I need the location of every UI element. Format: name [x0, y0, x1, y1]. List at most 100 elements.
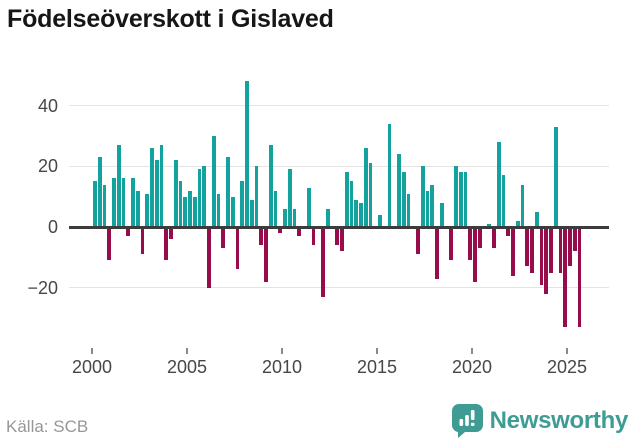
bar-2010-q1 — [283, 208, 287, 227]
x-axis-label: 2025 — [546, 357, 588, 377]
plot-area: 40 20 0 −20 2000 2005 2010 2015 2020 2025 — [0, 60, 631, 390]
bar-2013-q2 — [344, 172, 349, 227]
bar-2022-q3 — [520, 184, 525, 227]
bar-2010-q4 — [297, 227, 302, 237]
x-tick-2020 — [471, 348, 473, 354]
bar-2019-q2 — [458, 172, 463, 227]
bar-2008-q4 — [259, 227, 264, 246]
bar-2012-q1 — [321, 227, 325, 297]
bar-2006-q2 — [211, 135, 216, 227]
bar-2014-q2 — [363, 148, 368, 227]
bar-2018-q4 — [449, 227, 454, 261]
bar-2007-q1 — [226, 157, 230, 227]
bar-2005-q2 — [192, 196, 197, 227]
bar-2002-q1 — [131, 178, 135, 227]
bar-2018-q2 — [439, 202, 444, 227]
bar-2022-q4 — [525, 227, 530, 267]
bar-2016-q2 — [401, 172, 406, 227]
bar-2019-q3 — [463, 172, 468, 227]
bar-2008-q1 — [245, 81, 249, 227]
x-axis-label: 2015 — [356, 357, 398, 377]
bar-2011-q3 — [311, 227, 316, 246]
bar-2000-q2 — [97, 157, 102, 227]
y-axis-label: 0 — [47, 217, 58, 237]
x-axis-label: 2000 — [71, 357, 113, 377]
bar-2001-q3 — [121, 178, 126, 227]
bar-2021-q3 — [501, 175, 506, 227]
x-axis-zero-line — [69, 225, 609, 229]
bar-2002-q4 — [145, 193, 150, 227]
bar-2021-q4 — [506, 227, 511, 237]
bar-2004-q1 — [169, 227, 173, 240]
x-tick-2005 — [186, 348, 188, 354]
bar-2017-q3 — [425, 190, 430, 227]
newsworthy-wordmark: Newsworthy — [489, 406, 629, 434]
x-axis-label: 2020 — [451, 357, 493, 377]
bar-2020-q2 — [477, 227, 482, 249]
bar-2006-q3 — [216, 193, 221, 227]
bar-2017-q4 — [430, 184, 435, 227]
bar-2024-q3 — [558, 227, 563, 273]
bar-2025-q3 — [577, 227, 582, 328]
bar-2015-q1 — [378, 214, 382, 227]
bar-2017-q2 — [420, 166, 425, 227]
bar-2012-q2 — [325, 208, 330, 227]
y-axis-label: −20 — [27, 277, 58, 298]
bar-2004-q4 — [183, 196, 188, 227]
bar-2025-q2 — [572, 227, 577, 252]
bar-2002-q2 — [135, 190, 140, 227]
bar-2016-q3 — [406, 193, 411, 227]
chart-title: Födelseöverskott i Gislaved — [7, 5, 334, 33]
bar-2007-q3 — [235, 227, 240, 270]
bar-2001-q2 — [116, 145, 121, 227]
bar-2021-q1 — [492, 227, 496, 249]
bar-2007-q4 — [240, 181, 245, 227]
y-axis-label: 40 — [37, 95, 58, 116]
bar-2006-q4 — [221, 227, 226, 249]
source-label: Källa: SCB — [6, 417, 89, 436]
bar-2016-q1 — [397, 154, 401, 227]
bar-2017-q1 — [416, 227, 420, 255]
bar-2010-q3 — [292, 208, 297, 227]
x-tick-2010 — [281, 348, 283, 354]
bar-2014-q3 — [368, 163, 373, 227]
bar-2004-q2 — [173, 160, 178, 227]
bar-2023-q2 — [534, 211, 539, 227]
bar-2005-q3 — [197, 169, 202, 227]
bar-2003-q4 — [164, 227, 169, 261]
bar-2003-q1 — [150, 148, 154, 227]
bar-2024-q1 — [549, 227, 553, 273]
bar-2005-q1 — [188, 190, 192, 227]
newsworthy-logo: Newsworthy — [451, 402, 629, 439]
gridline-y-40 — [69, 105, 609, 107]
gridline-y-20 — [69, 165, 609, 167]
x-tick-2000 — [91, 348, 93, 354]
bar-2003-q3 — [159, 145, 164, 227]
bar-2009-q4 — [278, 227, 283, 234]
bar-2014-q1 — [359, 202, 363, 227]
bar-2008-q2 — [249, 199, 254, 227]
x-tick-2015 — [376, 348, 378, 354]
bar-2008-q3 — [254, 166, 259, 227]
bar-2002-q3 — [140, 227, 145, 255]
bar-2003-q2 — [154, 160, 159, 227]
bar-2006-q1 — [207, 227, 211, 288]
x-tick-2025 — [566, 348, 568, 354]
bar-2013-q3 — [349, 181, 354, 227]
bar-2020-q1 — [473, 227, 477, 282]
bar-2009-q2 — [268, 145, 273, 227]
bar-2019-q4 — [468, 227, 473, 261]
bar-2021-q2 — [496, 142, 501, 227]
bar-2019-q1 — [454, 166, 458, 227]
bar-2013-q4 — [354, 199, 359, 227]
bar-2023-q4 — [544, 227, 549, 294]
y-axis-label: 20 — [37, 156, 58, 177]
bar-2023-q3 — [539, 227, 544, 285]
bar-2004-q3 — [178, 181, 183, 227]
bar-2005-q4 — [202, 166, 207, 227]
bar-2000-q1 — [93, 181, 97, 227]
bar-2011-q2 — [306, 187, 311, 227]
bar-2012-q4 — [335, 227, 340, 246]
bar-2025-q1 — [568, 227, 572, 267]
